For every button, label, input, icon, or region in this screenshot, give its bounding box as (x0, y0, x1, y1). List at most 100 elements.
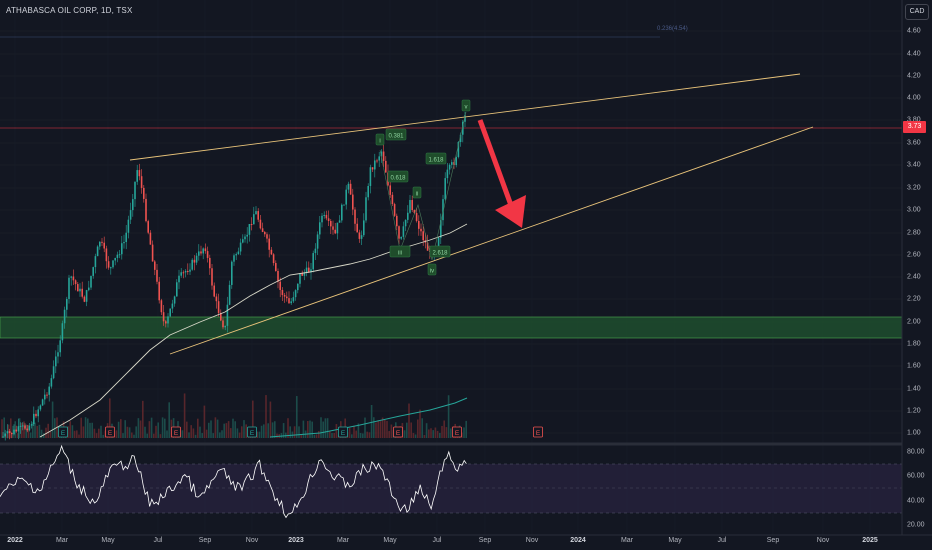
candle-body (422, 231, 424, 241)
volume-bar (450, 428, 452, 438)
candle-body (343, 204, 345, 206)
price-tick-label: 2.00 (907, 318, 921, 326)
volume-bar (423, 434, 426, 438)
candle-body (114, 257, 116, 261)
volume-bar (410, 422, 412, 438)
earnings-marker[interactable] (452, 426, 462, 438)
candle-body (446, 169, 449, 179)
candle-body (22, 425, 24, 427)
volume-bar (32, 422, 34, 438)
volume-bar (16, 433, 19, 438)
candle-body (382, 151, 385, 161)
candle-body (105, 248, 108, 262)
candle-body (182, 272, 185, 274)
volume-bar (29, 432, 32, 438)
candle-body (85, 290, 88, 302)
volume-bar (293, 426, 296, 438)
earnings-marker[interactable] (105, 426, 115, 438)
earnings-marker-label: E (108, 430, 113, 437)
candle-body (103, 242, 105, 249)
candle-body (444, 178, 446, 200)
volume-bar (245, 424, 247, 438)
wave-label-text: iii (398, 251, 402, 257)
candle-body (259, 219, 262, 229)
candle-body (459, 134, 462, 143)
volume-bar (208, 422, 210, 438)
candle-body (68, 277, 70, 299)
volume-bar (49, 431, 52, 438)
candle-body (48, 386, 50, 395)
volume-bar (221, 430, 223, 438)
wave-label-box (429, 245, 451, 258)
time-tick-label: Jul (153, 537, 163, 544)
volume-bar (318, 431, 320, 438)
candle-body (369, 167, 372, 186)
lower-trendline[interactable] (169, 126, 814, 355)
volume-bar (373, 417, 375, 438)
candle-body (275, 263, 277, 271)
volume-bar (386, 420, 388, 438)
time-tick-label: 2024 (570, 537, 586, 544)
candle-body (149, 232, 152, 245)
candle-body (17, 426, 20, 432)
candle-body (184, 270, 187, 273)
volume-bar (168, 402, 170, 438)
volume-bar (122, 433, 124, 438)
volume-bar (10, 418, 12, 438)
candle-body (272, 254, 275, 264)
rsi-tick-label: 40.00 (907, 497, 925, 505)
candle-body (385, 160, 387, 173)
candle-body (39, 405, 42, 410)
down-arrow-icon[interactable] (477, 119, 526, 228)
earnings-marker-label: E (396, 430, 401, 437)
candle-body (116, 254, 119, 258)
candle-body (286, 296, 288, 299)
earnings-marker[interactable] (171, 426, 181, 438)
earnings-marker[interactable] (247, 426, 257, 438)
candle-body (187, 270, 189, 272)
candle-body (173, 296, 176, 304)
earnings-marker[interactable] (533, 426, 543, 438)
volume-bar (139, 420, 142, 438)
candle-body (19, 425, 22, 427)
candle-body (154, 261, 156, 270)
candle-body (30, 424, 33, 426)
rsi-tick-label: 20.00 (907, 521, 925, 529)
support-zone[interactable] (0, 316, 903, 339)
volume-bar (18, 418, 21, 438)
wave-label-box (389, 245, 411, 258)
earnings-marker[interactable] (338, 426, 348, 438)
volume-bar (441, 425, 443, 438)
candle-body (319, 222, 321, 235)
candle-body (323, 214, 325, 216)
candle-body (37, 409, 39, 417)
volume-bar (375, 422, 377, 438)
candle-body (178, 275, 180, 283)
candle-body (360, 235, 363, 239)
candle-body (345, 189, 347, 205)
volume-bar (164, 418, 166, 438)
price-tick-label: 1.00 (907, 429, 921, 437)
currency-button[interactable]: CAD (905, 4, 929, 20)
candle-body (66, 298, 68, 310)
earnings-marker[interactable] (393, 426, 403, 438)
candle-body (200, 251, 202, 254)
volume-bar (82, 426, 85, 438)
volume-bar (212, 433, 214, 438)
candle-body (11, 432, 13, 435)
volume-bar (115, 430, 118, 438)
volume-bar (230, 428, 232, 438)
candle-body (176, 282, 178, 297)
volume-bar (102, 434, 104, 438)
candle-body (107, 261, 110, 268)
candle-body (90, 275, 92, 288)
candle-body (389, 185, 391, 195)
volume-bar (91, 422, 93, 438)
candle-body (167, 316, 169, 324)
candle-body (440, 220, 442, 238)
candle-body (118, 254, 121, 256)
earnings-marker[interactable] (58, 426, 68, 438)
candle-body (136, 170, 138, 182)
